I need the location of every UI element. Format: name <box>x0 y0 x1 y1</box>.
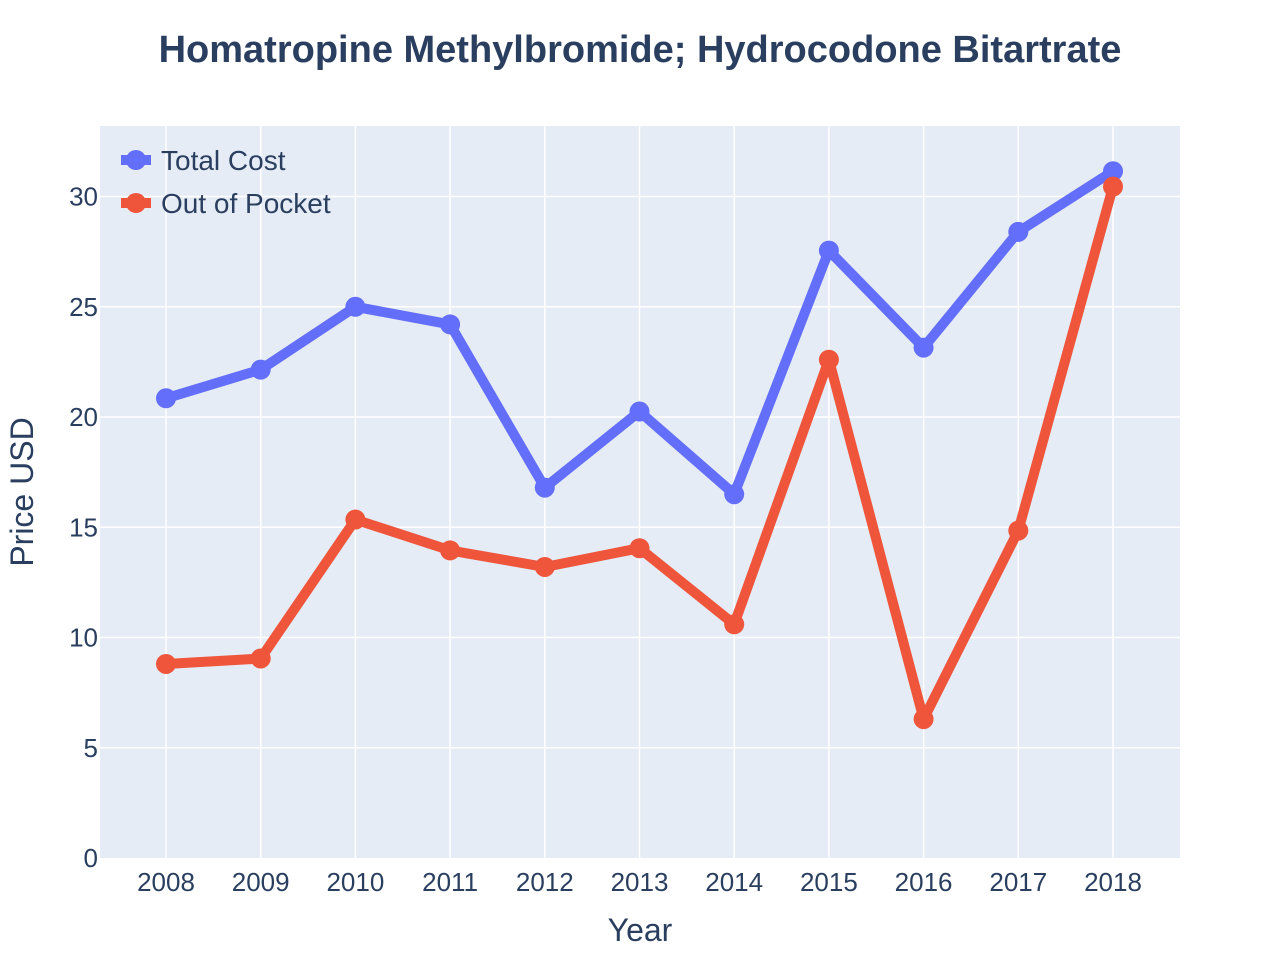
data-point-out-of-pocket[interactable] <box>1008 520 1029 541</box>
axis-ticks: 0 5 10 15 20 25 30 2008 2009 2010 2011 2012 2013 2014… <box>69 182 1142 897</box>
data-point-total-cost[interactable] <box>818 240 839 261</box>
legend-item-out-of-pocket[interactable]: Out of Pocket <box>121 188 331 219</box>
chart-title: Homatropine Methylbromide; Hydrocodone B… <box>159 29 1122 71</box>
data-point-out-of-pocket[interactable] <box>345 509 366 530</box>
x-tick-label: 2018 <box>1084 867 1142 897</box>
data-point-total-cost[interactable] <box>629 401 650 422</box>
x-tick-label: 2011 <box>422 867 478 897</box>
y-tick-label: 10 <box>69 623 98 653</box>
y-tick-label: 20 <box>69 402 98 432</box>
legend-item-total-cost[interactable]: Total Cost <box>121 145 286 176</box>
data-point-out-of-pocket[interactable] <box>440 540 461 561</box>
x-axis-title: Year <box>608 912 673 948</box>
x-tick-label: 2014 <box>705 867 763 897</box>
x-tick-label: 2010 <box>326 867 384 897</box>
y-axis-title: Price USD <box>4 417 40 566</box>
y-tick-label: 5 <box>84 733 98 763</box>
data-point-out-of-pocket[interactable] <box>534 556 555 577</box>
data-point-out-of-pocket[interactable] <box>724 614 745 635</box>
x-tick-label: 2017 <box>989 867 1047 897</box>
data-point-out-of-pocket[interactable] <box>1103 176 1123 197</box>
data-point-out-of-pocket[interactable] <box>913 709 934 730</box>
x-tick-label: 2016 <box>895 867 953 897</box>
x-tick-label: 2013 <box>611 867 669 897</box>
data-point-out-of-pocket[interactable] <box>629 538 650 559</box>
x-tick-label: 2009 <box>232 867 290 897</box>
legend-label: Out of Pocket <box>161 188 331 219</box>
series-out-of-pocket <box>156 176 1123 730</box>
legend-label: Total Cost <box>161 145 286 176</box>
y-tick-label: 30 <box>69 182 98 212</box>
data-point-total-cost[interactable] <box>250 359 271 380</box>
series-layer <box>156 161 1123 730</box>
data-point-total-cost[interactable] <box>440 314 461 335</box>
x-tick-label: 2012 <box>516 867 574 897</box>
data-point-total-cost[interactable] <box>534 477 555 498</box>
data-point-total-cost[interactable] <box>1008 221 1029 242</box>
y-tick-label: 15 <box>69 512 98 542</box>
data-point-out-of-pocket[interactable] <box>156 653 176 674</box>
x-tick-label: 2015 <box>800 867 858 897</box>
series-total-cost <box>156 161 1123 505</box>
y-tick-label: 0 <box>84 843 98 873</box>
legend[interactable]: Total Cost Out of Pocket <box>121 145 331 219</box>
data-point-total-cost[interactable] <box>156 388 176 409</box>
data-point-out-of-pocket[interactable] <box>250 648 271 669</box>
data-point-total-cost[interactable] <box>913 337 934 358</box>
data-point-out-of-pocket[interactable] <box>818 349 839 370</box>
legend-swatch-marker <box>126 150 146 170</box>
x-tick-label: 2008 <box>137 867 195 897</box>
y-tick-label: 25 <box>69 292 98 322</box>
data-point-total-cost[interactable] <box>1103 161 1123 182</box>
data-point-total-cost[interactable] <box>724 484 745 505</box>
data-point-total-cost[interactable] <box>345 296 366 317</box>
legend-swatch-marker <box>126 193 146 213</box>
